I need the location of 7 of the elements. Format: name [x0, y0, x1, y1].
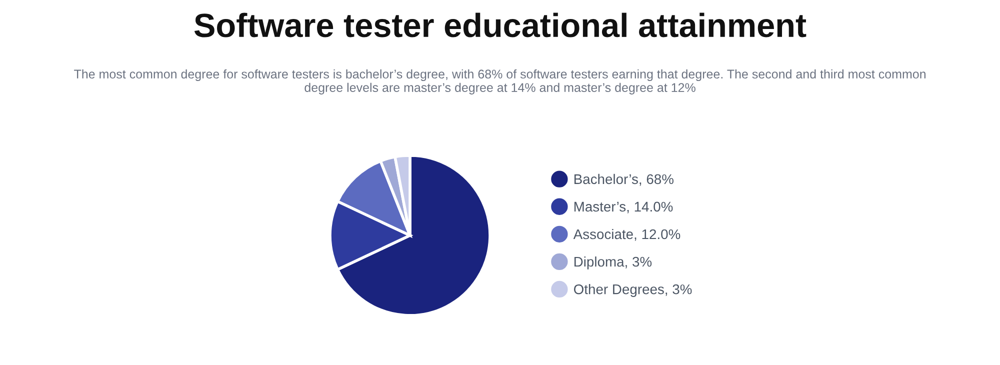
legend-label: Master’s, 14.0% — [574, 202, 673, 214]
legend-label: Associate, 12.0% — [573, 228, 680, 241]
legend-label: Bachelor’s, 68% — [574, 174, 674, 186]
chart-subtitle: The most common degree for software testers is bachelor’s degree, with 68% of software testers earning that degree. The second and third most common degree levels are master’s degree at 14% and master’s degree at 12% — [74, 69, 926, 94]
legend-label: Other Degrees, 3% — [574, 284, 692, 297]
legend-label: Diploma, 3% — [574, 256, 652, 270]
chart-title: Software tester educational attainment — [194, 12, 806, 38]
